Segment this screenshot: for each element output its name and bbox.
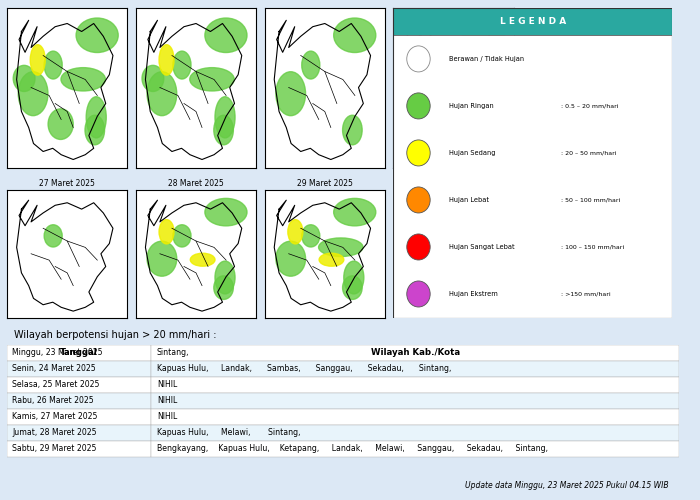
Ellipse shape [342,115,362,145]
Ellipse shape [205,18,247,52]
Ellipse shape [147,241,177,276]
FancyBboxPatch shape [151,345,679,361]
Ellipse shape [463,18,505,52]
FancyBboxPatch shape [7,345,151,361]
Ellipse shape [76,18,118,52]
Text: Senin, 24 Maret 2025: Senin, 24 Maret 2025 [13,364,96,374]
FancyBboxPatch shape [7,393,151,409]
Ellipse shape [214,276,233,299]
FancyBboxPatch shape [7,377,151,393]
Circle shape [407,46,430,72]
Ellipse shape [190,253,215,266]
FancyBboxPatch shape [151,440,679,456]
Ellipse shape [85,115,104,145]
FancyBboxPatch shape [393,36,672,318]
Ellipse shape [214,115,233,145]
Ellipse shape [13,66,35,92]
Text: : 100 – 150 mm/hari: : 100 – 150 mm/hari [561,244,624,250]
Ellipse shape [190,68,235,91]
Text: Wilayah Kab./Kota: Wilayah Kab./Kota [371,348,460,358]
Text: Minggu, 23 Maret 2025: Minggu, 23 Maret 2025 [13,348,103,358]
Text: 29 Maret 2025: 29 Maret 2025 [297,178,353,188]
Text: NIHIL: NIHIL [157,396,177,406]
Text: Wilayah berpotensi hujan > 20 mm/hari :: Wilayah berpotensi hujan > 20 mm/hari : [14,330,216,340]
Ellipse shape [205,198,247,226]
Text: Update data Minggu, 23 Maret 2025 Pukul 04.15 WIB: Update data Minggu, 23 Maret 2025 Pukul … [466,481,668,490]
Text: Berawan / Tidak Hujan: Berawan / Tidak Hujan [449,56,524,62]
FancyBboxPatch shape [151,361,679,377]
FancyBboxPatch shape [7,440,151,456]
Text: 27 Maret 2025: 27 Maret 2025 [39,178,95,188]
Text: : 0.5 – 20 mm/hari: : 0.5 – 20 mm/hari [561,104,618,108]
Ellipse shape [173,224,191,247]
Ellipse shape [30,44,46,75]
Circle shape [407,140,430,166]
Ellipse shape [173,51,191,79]
Ellipse shape [342,276,362,299]
Text: Sintang,: Sintang, [157,348,190,358]
Text: Kapuas Hulu,     Melawi,       Sintang,: Kapuas Hulu, Melawi, Sintang, [157,428,300,437]
Text: : 50 – 100 mm/hari: : 50 – 100 mm/hari [561,198,620,202]
Text: Rabu, 26 Maret 2025: Rabu, 26 Maret 2025 [13,396,94,406]
Circle shape [407,93,430,119]
Text: Bengkayang,    Kapuas Hulu,    Ketapang,     Landak,     Melawi,     Sanggau,   : Bengkayang, Kapuas Hulu, Ketapang, Landa… [157,444,548,453]
Ellipse shape [159,44,174,75]
FancyBboxPatch shape [151,409,679,424]
Circle shape [407,187,430,213]
FancyBboxPatch shape [151,345,679,361]
Ellipse shape [471,115,491,145]
Ellipse shape [215,261,235,294]
FancyBboxPatch shape [393,8,672,36]
FancyBboxPatch shape [151,424,679,440]
FancyBboxPatch shape [7,409,151,424]
Ellipse shape [147,72,177,116]
Ellipse shape [61,68,106,91]
Text: L E G E N D A: L E G E N D A [500,17,566,26]
Ellipse shape [319,253,344,266]
Text: Hujan Ringan: Hujan Ringan [449,103,494,109]
Ellipse shape [302,224,320,247]
Ellipse shape [48,109,74,140]
Ellipse shape [142,66,164,92]
Ellipse shape [344,261,364,294]
Ellipse shape [18,72,48,116]
Ellipse shape [86,96,106,138]
FancyBboxPatch shape [7,424,151,440]
Text: Kamis, 27 Maret 2025: Kamis, 27 Maret 2025 [13,412,98,421]
FancyBboxPatch shape [151,393,679,409]
Text: 28 Maret 2025: 28 Maret 2025 [168,178,224,188]
Ellipse shape [288,220,303,244]
Circle shape [407,234,430,260]
Ellipse shape [430,51,449,79]
Circle shape [407,281,430,307]
Text: Hujan Lebat: Hujan Lebat [449,197,489,203]
Ellipse shape [334,198,376,226]
Text: : 20 – 50 mm/hari: : 20 – 50 mm/hari [561,150,616,156]
Text: NIHIL: NIHIL [157,380,177,390]
Ellipse shape [215,96,235,138]
Ellipse shape [44,51,62,79]
Text: Tanggal: Tanggal [60,348,98,358]
Text: NIHIL: NIHIL [157,412,177,421]
Text: : >150 mm/hari: : >150 mm/hari [561,292,610,296]
Ellipse shape [318,238,363,256]
Ellipse shape [159,220,174,244]
Text: Hujan Sedang: Hujan Sedang [449,150,496,156]
Ellipse shape [276,241,306,276]
Text: Selasa, 25 Maret 2025: Selasa, 25 Maret 2025 [13,380,100,390]
Ellipse shape [44,224,62,247]
Text: Hujan Ekstrem: Hujan Ekstrem [449,291,498,297]
Ellipse shape [302,51,320,79]
Ellipse shape [276,72,306,116]
Text: Hujan Sangat Lebat: Hujan Sangat Lebat [449,244,514,250]
Ellipse shape [334,18,376,52]
Text: Jumat, 28 Maret 2025: Jumat, 28 Maret 2025 [13,428,97,437]
FancyBboxPatch shape [7,361,151,377]
FancyBboxPatch shape [7,345,151,361]
Text: Kapuas Hulu,     Landak,      Sambas,      Sanggau,      Sekadau,      Sintang,: Kapuas Hulu, Landak, Sambas, Sanggau, Se… [157,364,452,374]
Text: Sabtu, 29 Maret 2025: Sabtu, 29 Maret 2025 [13,444,97,453]
FancyBboxPatch shape [151,377,679,393]
